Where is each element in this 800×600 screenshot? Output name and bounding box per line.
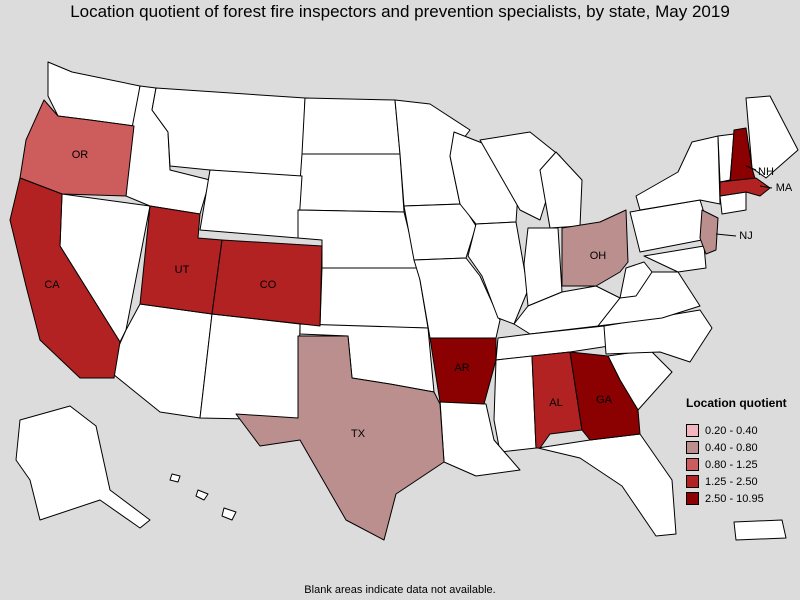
map-title: Location quotient of forest fire inspect… xyxy=(70,2,730,21)
legend: Location quotient 0.20 - 0.40 0.40 - 0.80… xyxy=(686,396,796,507)
state-mo[interactable] xyxy=(413,257,501,339)
legend-label: 0.40 - 0.80 xyxy=(705,441,758,454)
state-hi[interactable] xyxy=(169,473,237,521)
state-or[interactable] xyxy=(19,99,135,197)
state-il[interactable] xyxy=(467,221,529,325)
state-fl[interactable] xyxy=(537,433,677,537)
legend-swatch xyxy=(686,424,699,437)
legend-item: 1.25 - 2.50 xyxy=(686,473,796,490)
label-ca: CA xyxy=(44,279,60,291)
state-pr[interactable] xyxy=(733,519,787,541)
legend-swatch xyxy=(686,475,699,488)
state-ia[interactable] xyxy=(403,203,477,261)
label-al: AL xyxy=(549,397,562,409)
state-co[interactable] xyxy=(211,239,323,327)
legend-label: 1.25 - 2.50 xyxy=(705,475,758,488)
state-nh[interactable] xyxy=(729,127,757,185)
label-ut: UT xyxy=(175,264,190,276)
state-wy[interactable] xyxy=(199,169,303,239)
state-nj[interactable] xyxy=(699,209,719,255)
state-md[interactable] xyxy=(643,245,707,273)
legend-item: 2.50 - 10.95 xyxy=(686,490,796,507)
state-nm[interactable] xyxy=(199,313,301,421)
state-ak[interactable] xyxy=(15,405,151,529)
label-or: OR xyxy=(72,149,89,161)
leader-nh xyxy=(745,165,757,171)
label-oh: OH xyxy=(590,250,607,262)
legend-items: 0.20 - 0.40 0.40 - 0.80 0.80 - 1.25 1.25 - … xyxy=(686,422,796,507)
legend-swatch xyxy=(686,458,699,471)
legend-label: 2.50 - 10.95 xyxy=(705,492,764,505)
legend-item: 0.20 - 0.40 xyxy=(686,422,796,439)
state-me[interactable] xyxy=(745,95,799,179)
state-oh[interactable] xyxy=(561,209,629,287)
state-ny[interactable] xyxy=(635,135,721,211)
legend-swatch xyxy=(686,492,699,505)
state-ms[interactable] xyxy=(493,355,537,453)
legend-swatch xyxy=(686,441,699,454)
state-nc[interactable] xyxy=(603,309,713,363)
state-mi-lp[interactable] xyxy=(539,151,583,229)
state-nd[interactable] xyxy=(301,97,401,155)
state-ca[interactable] xyxy=(9,177,121,379)
state-tx[interactable] xyxy=(235,335,445,541)
label-tx: TX xyxy=(351,428,366,440)
footnote: Blank areas indicate data not available. xyxy=(304,584,496,596)
state-sd[interactable] xyxy=(297,153,405,213)
state-wv[interactable] xyxy=(619,261,653,299)
label-co: CO xyxy=(260,279,277,291)
state-ks[interactable] xyxy=(319,267,429,329)
label-ar: AR xyxy=(454,362,469,374)
label-nj: NJ xyxy=(739,230,752,242)
state-ga[interactable] xyxy=(569,351,641,441)
state-mt[interactable] xyxy=(151,87,306,179)
legend-label: 0.20 - 0.40 xyxy=(705,424,758,437)
legend-label: 0.80 - 1.25 xyxy=(705,458,758,471)
state-ar[interactable] xyxy=(429,337,497,405)
label-ga: GA xyxy=(596,394,613,406)
label-nh: NH xyxy=(758,166,774,178)
label-ma: MA xyxy=(776,182,793,194)
legend-title: Location quotient xyxy=(686,396,787,410)
legend-item: 0.40 - 0.80 xyxy=(686,439,796,456)
leader-nj xyxy=(715,233,737,237)
state-ma[interactable] xyxy=(719,177,771,197)
leader-ma xyxy=(759,185,773,189)
legend-item: 0.80 - 1.25 xyxy=(686,456,796,473)
